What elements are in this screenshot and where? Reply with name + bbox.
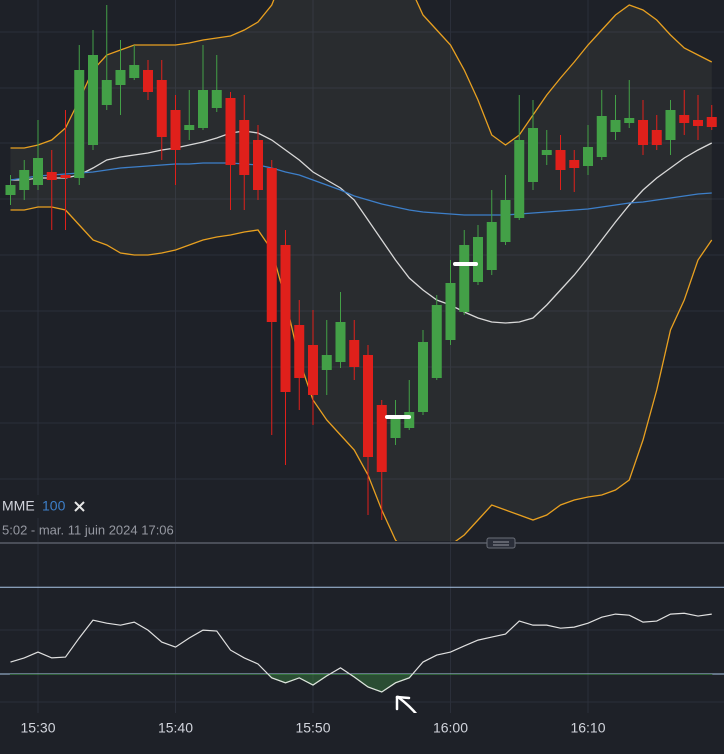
- candle-body: [19, 170, 30, 190]
- candle-body: [156, 80, 167, 137]
- resize-handle[interactable]: [486, 537, 516, 549]
- candle-body: [473, 237, 483, 282]
- oscillator-panel: [0, 586, 724, 693]
- candle-body: [239, 120, 250, 175]
- x-tick-label: 16:00: [433, 720, 468, 736]
- candle-body: [198, 90, 208, 128]
- overlay-line: [10, 206, 713, 541]
- candle-body: [665, 110, 676, 140]
- oscillator-line: [10, 612, 712, 693]
- panel-separator: [0, 537, 724, 549]
- legend-name: MME: [2, 498, 35, 514]
- candle-body: [129, 65, 140, 78]
- candle-body: [33, 158, 43, 185]
- candle-body: [266, 168, 277, 322]
- price-panel: [5, 0, 717, 541]
- candle-body: [555, 150, 566, 170]
- candle-body: [486, 222, 497, 270]
- candle-body: [459, 245, 470, 312]
- candle-body: [610, 120, 621, 132]
- grid: [0, 31, 724, 703]
- candle-body: [583, 147, 593, 166]
- candle-body: [280, 245, 291, 392]
- candle-body: [596, 116, 607, 157]
- candle-body: [390, 418, 401, 438]
- candle-body: [679, 115, 690, 123]
- candle-body: [638, 120, 648, 145]
- candle-body: [418, 342, 428, 412]
- x-tick-label: 15:30: [20, 720, 55, 736]
- candle-body: [706, 117, 717, 127]
- trade-markers: [385, 262, 478, 419]
- candle-body: [404, 412, 415, 428]
- candle-body: [60, 175, 71, 178]
- candle-body: [308, 345, 318, 395]
- overlay-line: [10, 130, 713, 324]
- axis-background: [0, 713, 724, 754]
- candle-body: [693, 120, 703, 126]
- candle-body: [46, 172, 57, 180]
- candle-body: [528, 128, 538, 182]
- candle-body: [88, 55, 98, 145]
- legend-period: 100: [42, 498, 66, 514]
- candle-body: [143, 70, 153, 92]
- candle-body: [376, 405, 387, 472]
- candle-body: [170, 110, 181, 150]
- candle-body: [5, 185, 16, 195]
- candle-body: [431, 305, 442, 378]
- candle-body: [624, 118, 635, 123]
- candle-body: [101, 80, 112, 105]
- timestamp: 5:02 - mar. 11 juin 2024 17:06: [2, 522, 174, 537]
- candle-body: [363, 355, 373, 457]
- overlay-line: [10, 0, 713, 149]
- legend: MME 100 5:02 - mar. 11 juin 2024 17:06: [0, 495, 174, 537]
- candle-body: [514, 140, 525, 218]
- candle-body: [211, 90, 222, 108]
- candle-body: [184, 125, 195, 130]
- candle-body: [541, 150, 552, 155]
- x-tick-label: 15:50: [295, 720, 330, 736]
- candle-body: [321, 355, 332, 370]
- candle-body: [115, 70, 126, 85]
- x-tick-label: 16:10: [570, 720, 605, 736]
- candle-body: [500, 200, 511, 242]
- candle-body: [349, 340, 360, 367]
- time-axis: 15:30 15:40 15:50 16:00 16:10: [0, 713, 724, 754]
- candle-body: [74, 70, 85, 178]
- candle-body: [225, 98, 236, 165]
- candle-body: [253, 140, 263, 190]
- candle-body: [569, 160, 580, 168]
- candle-body: [651, 130, 662, 145]
- overlay-line: [10, 162, 712, 216]
- candle-body: [294, 325, 305, 378]
- x-tick-label: 15:40: [158, 720, 193, 736]
- candle-body: [335, 322, 346, 362]
- legend-close-icon[interactable]: [74, 501, 85, 512]
- candle-body: [445, 283, 456, 340]
